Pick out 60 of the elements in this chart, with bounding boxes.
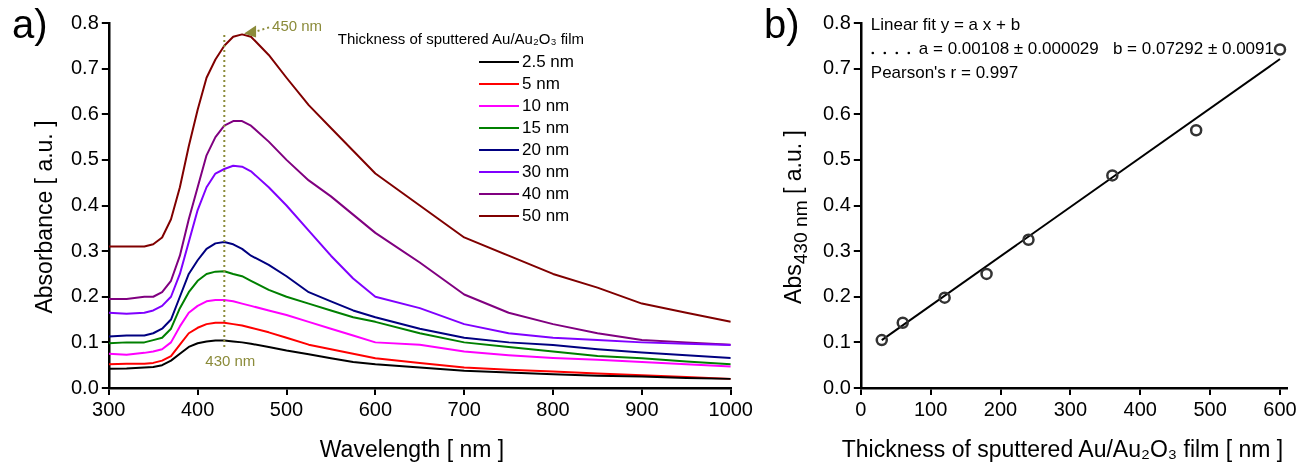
x-tick-label: 1000 bbox=[708, 397, 753, 420]
legend-label: 30 nm bbox=[522, 162, 571, 182]
y-tick-label: 0.6 bbox=[822, 101, 851, 124]
ref-line-label: 430 nm bbox=[205, 352, 256, 370]
chart-title: b) bbox=[764, 2, 800, 47]
legend-label: 5 nm bbox=[522, 74, 561, 94]
y-tick-label: 0.2 bbox=[70, 284, 99, 307]
y-tick-label: 0.0 bbox=[70, 375, 99, 398]
legend-label: 10 nm bbox=[522, 96, 571, 116]
point bbox=[1106, 169, 1119, 182]
annotation: 450 nm bbox=[272, 16, 323, 34]
x-tick-label: 600 bbox=[358, 397, 393, 420]
point bbox=[1189, 123, 1203, 137]
y-tick-label: 0.8 bbox=[822, 10, 851, 33]
annotation: a = 0.00108 ± 0.000029 b = 0.07292 ± 0.0091 bbox=[918, 39, 1274, 59]
x-tick-label: 600 bbox=[1263, 397, 1297, 420]
point bbox=[1022, 233, 1035, 246]
y-tick-label: 0.5 bbox=[822, 147, 851, 170]
point bbox=[938, 291, 951, 304]
point bbox=[1273, 43, 1287, 56]
x-tick-label: 700 bbox=[447, 397, 481, 420]
x-tick-label: 500 bbox=[269, 397, 304, 420]
y-tick-label: 0.4 bbox=[822, 193, 851, 216]
y-tick-label: 0.2 bbox=[822, 284, 851, 307]
y-tick-label: 0.1 bbox=[822, 329, 851, 352]
x-axis-title: Thickness of sputtered Au/Au₂O₃ film [ nm ] bbox=[840, 436, 1285, 463]
point bbox=[980, 267, 993, 281]
legend-title: Thickness of sputtered Au/Au₂O₃ film bbox=[337, 30, 584, 47]
x-tick-label: 500 bbox=[1193, 397, 1227, 420]
x-tick-label: 100 bbox=[913, 397, 948, 420]
legend-label: 20 nm bbox=[522, 140, 571, 160]
y-axis-title: Absorbance [ a.u. ] bbox=[30, 119, 58, 314]
annotation: Linear fit y = a x + b bbox=[870, 15, 1021, 35]
y-tick-label: 0.5 bbox=[70, 147, 99, 170]
x-axis-title: Wavelength [ nm ] bbox=[318, 436, 506, 463]
chart-title: a) bbox=[12, 2, 48, 47]
y-tick-label: 0.6 bbox=[70, 101, 99, 124]
legend-label: 50 nm bbox=[522, 206, 571, 226]
y-tick-label: 0.0 bbox=[822, 375, 851, 398]
point bbox=[875, 333, 889, 347]
x-tick-label: 300 bbox=[92, 397, 126, 420]
x-tick-label: 900 bbox=[625, 397, 659, 420]
y-tick-label: 0.3 bbox=[822, 238, 851, 261]
legend-label: 40 nm bbox=[522, 184, 571, 204]
y-tick-label: 0.7 bbox=[822, 56, 851, 79]
legend-label: 2.5 nm bbox=[522, 52, 575, 72]
x-tick-label: 800 bbox=[536, 397, 570, 420]
x-tick-label: 200 bbox=[983, 397, 1018, 420]
y-tick-label: 0.3 bbox=[70, 238, 99, 261]
x-tick-label: 0 bbox=[855, 397, 867, 420]
point bbox=[896, 316, 909, 330]
x-tick-label: 400 bbox=[1123, 397, 1157, 420]
annotation: Pearson's r = 0.997 bbox=[870, 63, 1019, 83]
x-tick-label: 400 bbox=[180, 397, 215, 420]
y-tick-label: 0.4 bbox=[70, 193, 99, 216]
y-tick-label: 0.7 bbox=[70, 56, 99, 79]
legend-label: 15 nm bbox=[522, 118, 571, 138]
y-tick-label: 0.8 bbox=[70, 10, 99, 33]
y-tick-label: 0.1 bbox=[70, 329, 99, 352]
x-tick-label: 300 bbox=[1053, 397, 1088, 420]
